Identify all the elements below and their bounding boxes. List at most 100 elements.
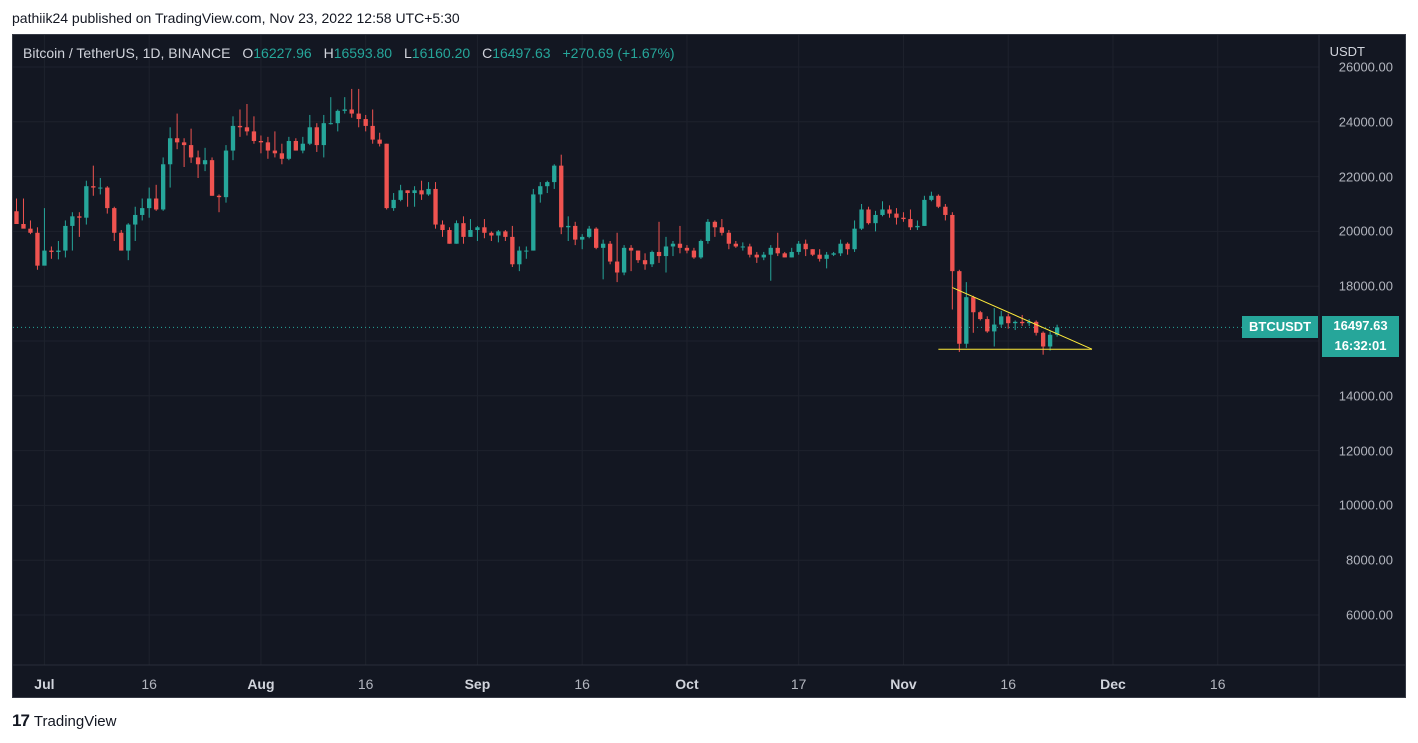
- candle-body: [440, 224, 445, 231]
- legend-close-label: C: [482, 45, 493, 61]
- candle: [181, 138, 187, 168]
- candle: [209, 157, 215, 196]
- candle-body: [230, 125, 236, 151]
- candle-body: [202, 160, 208, 165]
- candle-body: [552, 165, 557, 183]
- candle: [1020, 314, 1025, 326]
- candle-body: [475, 227, 480, 231]
- candle: [552, 164, 557, 189]
- candle: [628, 245, 634, 272]
- candle-body: [824, 254, 829, 259]
- candle: [314, 123, 319, 152]
- candle: [908, 209, 913, 231]
- candle-body: [593, 228, 599, 248]
- candle: [719, 219, 725, 236]
- candlestick-chart[interactable]: [13, 35, 1405, 697]
- candle: [859, 204, 864, 231]
- candle-body: [524, 250, 529, 252]
- candle-body: [698, 240, 704, 258]
- symbol-badge: BTCUSDT: [1242, 316, 1319, 338]
- candle-body: [936, 195, 941, 207]
- candle: [761, 251, 766, 261]
- candle: [684, 245, 690, 254]
- candle: [1006, 313, 1011, 329]
- candle-body: [496, 231, 501, 236]
- candle-body: [712, 221, 718, 228]
- candle: [593, 227, 599, 250]
- price-axis-unit[interactable]: USDT: [1329, 44, 1365, 59]
- candle: [1040, 331, 1046, 355]
- price-tick-label: 14000.00: [1338, 388, 1393, 404]
- candle-body: [279, 153, 285, 159]
- candle: [49, 246, 54, 259]
- candle: [538, 182, 543, 203]
- footer-brand[interactable]: TradingView: [33, 712, 117, 730]
- candle-body: [971, 297, 976, 313]
- candle: [335, 109, 340, 132]
- candle: [803, 239, 808, 257]
- candle: [321, 114, 326, 158]
- candle: [566, 216, 571, 241]
- candle: [587, 225, 592, 239]
- tradingview-logo-icon[interactable]: 17: [12, 711, 30, 730]
- candle: [901, 212, 906, 222]
- candle: [14, 198, 19, 225]
- candle-body: [174, 138, 180, 143]
- candle-body: [307, 127, 312, 144]
- candle-body: [258, 140, 264, 143]
- candle: [845, 242, 850, 255]
- legend-symbol[interactable]: Bitcoin / TetherUS, 1D, BINANCE: [23, 45, 231, 61]
- candle-body: [314, 127, 319, 146]
- candle: [160, 157, 166, 211]
- candle-body: [992, 324, 997, 332]
- candle: [258, 135, 264, 154]
- candle: [119, 230, 124, 251]
- candle: [21, 198, 26, 229]
- candle-body: [880, 209, 885, 215]
- candle: [216, 194, 222, 213]
- candle-body: [635, 250, 641, 261]
- candle-body: [705, 221, 711, 241]
- candle-body: [510, 236, 515, 265]
- candle-body: [621, 247, 627, 273]
- time-tick-label: 16: [1000, 676, 1016, 692]
- candle: [496, 230, 501, 243]
- chart-pane[interactable]: Bitcoin / TetherUS, 1D, BINANCE O16227.9…: [12, 34, 1406, 698]
- candle: [300, 136, 305, 154]
- candle-body: [999, 316, 1004, 325]
- candle-body: [670, 243, 676, 247]
- candle-body: [160, 164, 166, 210]
- candle: [391, 193, 396, 211]
- candle-body: [663, 246, 669, 257]
- candle: [42, 208, 47, 266]
- time-tick-label: 16: [357, 676, 374, 692]
- candle-body: [649, 251, 655, 265]
- candle-body: [754, 254, 759, 258]
- candle: [573, 221, 578, 246]
- candle-body: [740, 246, 745, 248]
- candle-body: [943, 206, 948, 215]
- candle: [726, 230, 732, 250]
- candle: [1027, 319, 1032, 326]
- candle: [817, 249, 822, 262]
- candle-body: [377, 139, 382, 144]
- price-tick-label: 12000.00: [1338, 443, 1393, 459]
- price-tick-label: 20000.00: [1338, 223, 1393, 239]
- candle: [230, 116, 236, 161]
- candle-body: [950, 214, 955, 272]
- candle-body: [803, 243, 808, 250]
- candle: [126, 223, 131, 261]
- candle-body: [866, 209, 871, 224]
- candle-body: [237, 125, 243, 128]
- candle-body: [405, 190, 410, 194]
- candle: [852, 220, 857, 252]
- candle-body: [244, 127, 250, 132]
- candle-body: [419, 190, 424, 195]
- candle: [880, 201, 885, 217]
- candle: [957, 269, 962, 352]
- candle-body: [887, 209, 892, 214]
- candle: [70, 212, 75, 251]
- candle: [363, 114, 368, 132]
- candle: [202, 147, 208, 172]
- candle: [915, 220, 920, 231]
